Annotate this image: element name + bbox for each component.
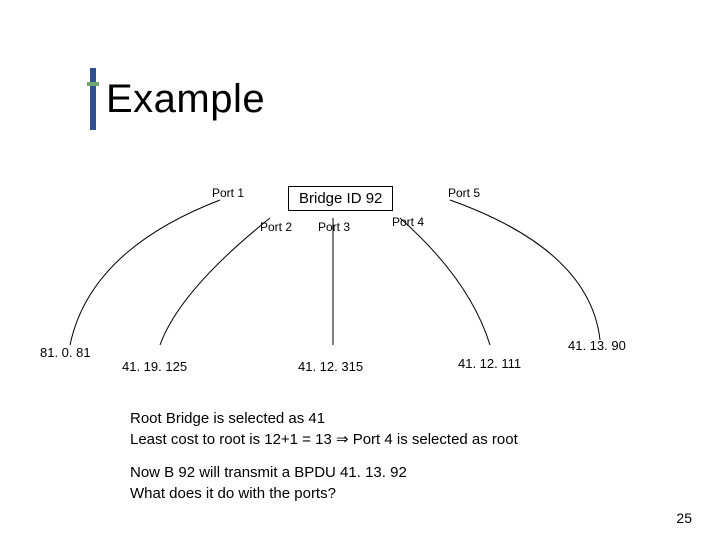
explanation-paragraph-2: Now B 92 will transmit a BPDU 41. 13. 92… bbox=[130, 462, 407, 504]
accent-tick bbox=[87, 82, 99, 86]
explanation-paragraph-1: Root Bridge is selected as 41 Least cost… bbox=[130, 408, 518, 450]
slide-number: 25 bbox=[676, 510, 692, 526]
arc-port-5 bbox=[450, 200, 600, 340]
body-line-4: What does it do with the ports? bbox=[130, 483, 407, 504]
slide-title: Example bbox=[106, 77, 265, 122]
arc-port-4 bbox=[400, 218, 490, 345]
endpoint-4: 41. 12. 111 bbox=[458, 356, 521, 371]
slide-title-block: Example bbox=[90, 68, 265, 130]
endpoint-1: 81. 0. 81 bbox=[40, 345, 91, 360]
body-line-2: Least cost to root is 12+1 = 13 ⇒ Port 4… bbox=[130, 429, 518, 450]
body-line-1: Root Bridge is selected as 41 bbox=[130, 408, 518, 429]
endpoint-2: 41. 19. 125 bbox=[122, 359, 187, 374]
body-line-3: Now B 92 will transmit a BPDU 41. 13. 92 bbox=[130, 462, 407, 483]
arc-port-1 bbox=[70, 200, 220, 345]
accent-bar bbox=[90, 68, 96, 130]
bridge-diagram: Port 1 Port 2 Port 3 Port 4 Port 5 Bridg… bbox=[60, 170, 660, 370]
endpoint-5: 41. 13. 90 bbox=[568, 338, 626, 353]
endpoint-3: 41. 12. 315 bbox=[298, 359, 363, 374]
arc-port-2 bbox=[160, 218, 270, 345]
